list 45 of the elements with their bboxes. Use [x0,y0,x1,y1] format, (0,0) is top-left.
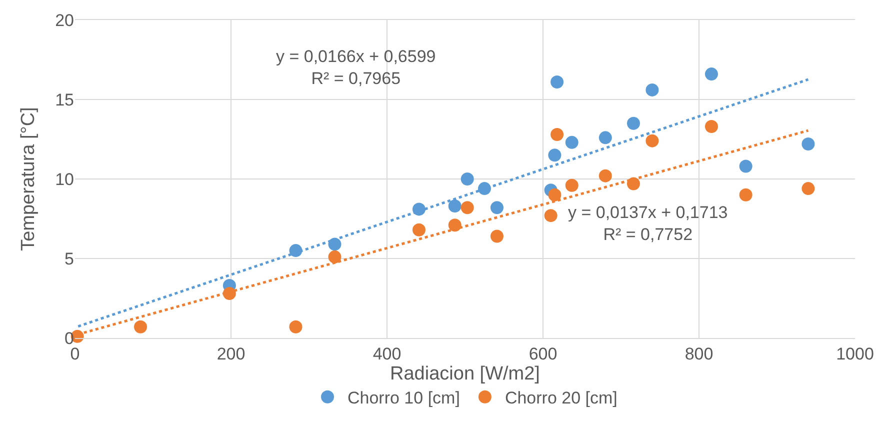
point [646,134,659,148]
point [704,68,718,81]
point [646,83,659,96]
point [548,148,562,162]
x-axis-title: Radiacion [W/m2] [390,363,540,384]
point [412,223,426,236]
x-tick-label: 200 [216,344,246,364]
legend-label: Chorro 20 [cm] [504,388,618,408]
point [704,120,718,134]
point [550,128,564,141]
point [550,76,564,89]
point [490,201,504,214]
point [460,172,474,186]
x-tick-label: 400 [372,344,402,364]
point [548,188,562,202]
point [802,138,815,151]
annotation: y = 0,0166x + 0,6599 R² = 0,7965 [276,47,436,88]
point [448,200,462,213]
point [739,160,752,173]
point [289,320,302,334]
annotation: y = 0,0137x + 0,1713 R² = 0,7752 [568,203,728,244]
y-tick-label: 0 [64,328,74,348]
y-tick-label: 10 [55,170,74,189]
y-tick-label: 5 [64,249,74,268]
point [490,230,504,243]
point [565,136,578,149]
point [544,209,558,222]
legend-label: Chorro 10 [cm] [348,388,460,408]
point [328,250,342,264]
point [598,131,612,144]
x-tick-label: 800 [684,344,714,364]
point [448,218,462,232]
point [328,238,342,251]
point [134,320,148,334]
point [739,188,752,202]
point [802,182,815,196]
x-tick-label: 1000 [836,344,874,364]
y-axis-title: Temperatura [°C] [18,107,39,251]
y-tick-label: 15 [55,90,74,110]
point [565,178,578,192]
x-tick-label: 600 [528,344,558,364]
y-tick-label: 20 [55,10,74,30]
point [598,169,612,182]
point [460,201,474,214]
point [626,116,640,130]
